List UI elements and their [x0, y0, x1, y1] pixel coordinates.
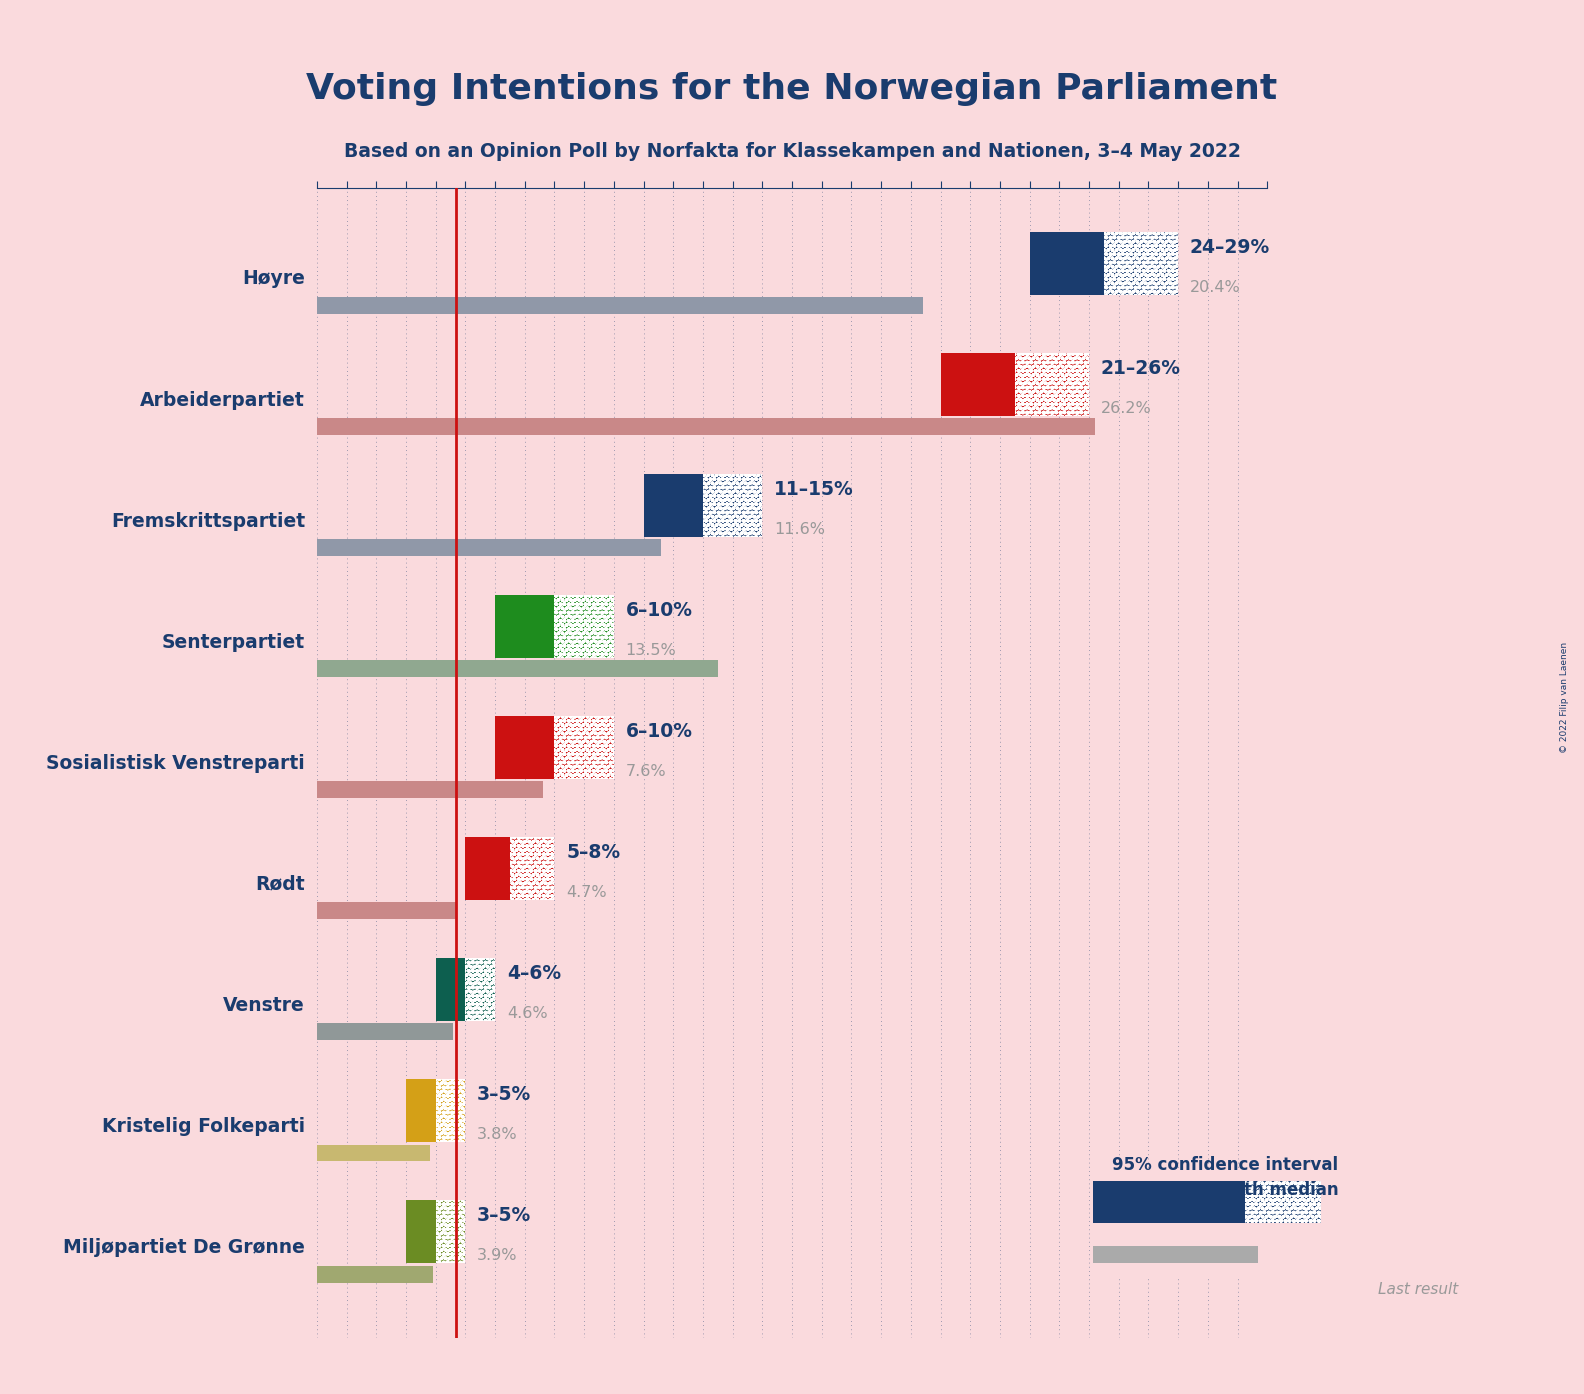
Bar	[494, 717, 554, 779]
Text: Høyre: Høyre	[242, 269, 306, 289]
Bar	[1104, 231, 1178, 294]
Text: Rødt: Rødt	[255, 875, 306, 894]
Bar	[1104, 231, 1178, 294]
Bar	[510, 836, 554, 901]
Bar	[554, 595, 615, 658]
Bar	[1030, 231, 1104, 294]
Bar	[317, 539, 662, 556]
Bar	[466, 958, 494, 1020]
Bar	[1093, 1246, 1258, 1263]
Bar	[436, 1200, 466, 1263]
Bar	[703, 474, 762, 537]
Bar	[1015, 353, 1090, 415]
Bar	[466, 836, 510, 901]
Bar	[317, 418, 1095, 435]
Bar	[317, 1023, 453, 1040]
Text: © 2022 Filip van Laenen: © 2022 Filip van Laenen	[1560, 641, 1570, 753]
Bar	[510, 836, 554, 901]
Text: 24–29%: 24–29%	[1190, 238, 1270, 256]
Bar	[406, 1200, 436, 1263]
Text: 3.9%: 3.9%	[477, 1249, 518, 1263]
Bar	[554, 717, 615, 779]
Bar	[317, 782, 542, 799]
Bar	[436, 1079, 466, 1142]
Bar	[436, 1079, 466, 1142]
Bar	[1104, 231, 1178, 294]
Bar	[1245, 1182, 1321, 1224]
Bar	[1015, 353, 1090, 415]
Text: Sosialistisk Venstreparti: Sosialistisk Venstreparti	[46, 754, 306, 772]
Bar	[494, 595, 554, 658]
Text: 3–5%: 3–5%	[477, 1086, 531, 1104]
Bar	[554, 595, 615, 658]
Text: Arbeiderpartiet: Arbeiderpartiet	[139, 390, 306, 410]
Bar	[436, 958, 466, 1020]
Bar	[317, 297, 923, 314]
Text: Senterpartiet: Senterpartiet	[162, 633, 306, 651]
Bar	[643, 474, 703, 537]
Bar	[941, 353, 1015, 415]
Text: 4.6%: 4.6%	[507, 1006, 548, 1022]
Bar	[554, 595, 615, 658]
Text: 6–10%: 6–10%	[626, 722, 692, 742]
Bar	[466, 958, 494, 1020]
Text: 26.2%: 26.2%	[1101, 401, 1152, 415]
Bar	[703, 474, 762, 537]
Text: Fremskrittspartiet: Fremskrittspartiet	[111, 512, 306, 531]
Text: 7.6%: 7.6%	[626, 764, 667, 779]
Bar	[510, 836, 554, 901]
Bar	[466, 958, 494, 1020]
Text: 11–15%: 11–15%	[775, 480, 854, 499]
Bar	[317, 1266, 432, 1282]
Text: 4–6%: 4–6%	[507, 965, 561, 983]
Text: Voting Intentions for the Norwegian Parliament: Voting Intentions for the Norwegian Parl…	[306, 72, 1278, 106]
Bar	[436, 1200, 466, 1263]
Bar	[1093, 1182, 1245, 1224]
Text: 4.7%: 4.7%	[567, 885, 607, 901]
Text: 6–10%: 6–10%	[626, 601, 692, 620]
Bar	[703, 474, 762, 537]
Bar	[554, 717, 615, 779]
Text: Miljøpartiet De Grønne: Miljøpartiet De Grønne	[63, 1238, 306, 1257]
Text: 20.4%: 20.4%	[1190, 280, 1240, 296]
Bar	[317, 661, 718, 677]
Text: Kristelig Folkeparti: Kristelig Folkeparti	[101, 1117, 306, 1136]
Bar	[436, 1200, 466, 1263]
Bar	[317, 902, 456, 920]
Text: Venstre: Venstre	[223, 995, 306, 1015]
Bar	[554, 717, 615, 779]
Bar	[1015, 353, 1090, 415]
Text: 13.5%: 13.5%	[626, 643, 676, 658]
Text: 11.6%: 11.6%	[775, 523, 825, 537]
Text: 95% confidence interval
with median: 95% confidence interval with median	[1112, 1157, 1338, 1199]
Text: 3–5%: 3–5%	[477, 1206, 531, 1225]
Text: 21–26%: 21–26%	[1101, 360, 1182, 378]
Bar	[317, 1144, 429, 1161]
Bar	[436, 1079, 466, 1142]
Text: 5–8%: 5–8%	[567, 843, 621, 863]
Text: 3.8%: 3.8%	[477, 1128, 518, 1142]
Text: Based on an Opinion Poll by Norfakta for Klassekampen and Nationen, 3–4 May 2022: Based on an Opinion Poll by Norfakta for…	[344, 142, 1240, 162]
Bar	[406, 1079, 436, 1142]
Bar	[1245, 1182, 1321, 1224]
Text: Last result: Last result	[1378, 1282, 1457, 1296]
